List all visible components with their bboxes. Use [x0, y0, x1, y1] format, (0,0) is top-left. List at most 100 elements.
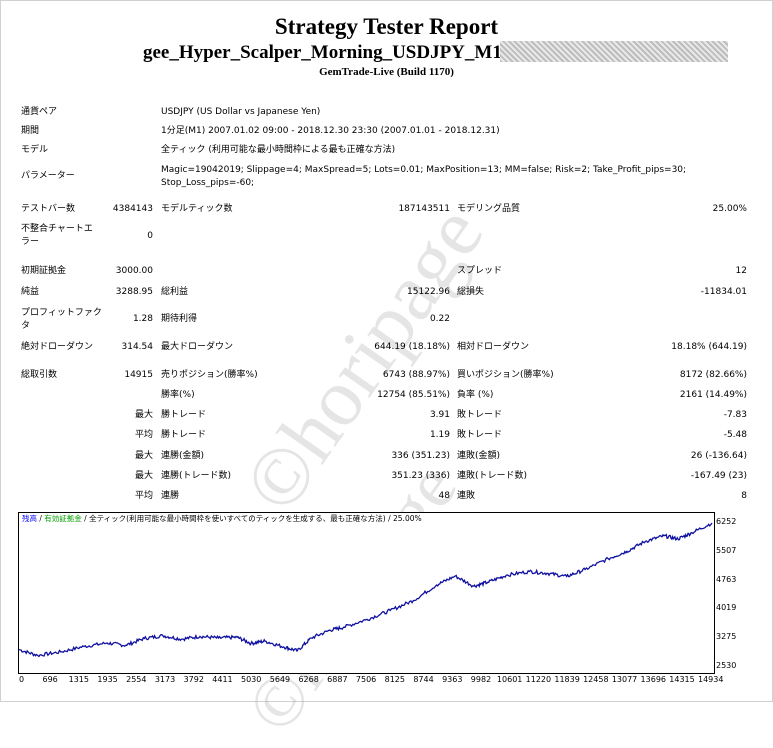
max-word: 最大: [134, 410, 153, 420]
long-positions-value: 8172 (82.66%): [679, 370, 747, 380]
profit-factor-label-2: タ: [21, 321, 31, 331]
chart-legend-info: / 全ティック(利用可能な最小時間枠を使いすべてのティックを生成する、最も正確な…: [81, 514, 422, 523]
max-drawdown-label: 最大ドローダウン: [161, 342, 234, 352]
x-tick-label: 8744: [413, 675, 434, 684]
gross-loss-label: 総損失: [457, 287, 485, 297]
x-tick-label: 2554: [126, 675, 147, 684]
x-tick-label: 1315: [68, 675, 89, 684]
x-tick-label: 12458: [583, 675, 609, 684]
mismatch-value: 0: [147, 231, 153, 241]
abs-drawdown-value: 314.54: [121, 342, 154, 352]
avg-win-value: 1.19: [429, 430, 450, 440]
ticks-label: モデルティック数: [161, 204, 233, 214]
gross-profit-label: 総利益: [161, 287, 189, 297]
x-tick-label: 6268: [298, 675, 319, 684]
total-trades-label: 総取引数: [21, 370, 58, 380]
x-tick-label: 5649: [269, 675, 291, 684]
x-tick-label: 1935: [97, 675, 118, 684]
quality-value: 25.00%: [712, 204, 747, 214]
x-tick-label: 3173: [154, 675, 176, 684]
spread-label: スプレッド: [457, 266, 503, 276]
cons-wins-money-label: 連勝(金額): [161, 451, 205, 461]
x-tick-label: 11220: [525, 675, 552, 684]
x-tick-label: 14315: [669, 675, 695, 684]
report-title: Strategy Tester Report: [274, 14, 499, 39]
x-tick-label: 7506: [355, 675, 377, 684]
cons-lossamt-label: 連敗(トレード数): [457, 471, 528, 481]
x-tick-label: 14934: [698, 675, 724, 684]
max-drawdown-value: 644.19 (18.18%): [374, 342, 450, 352]
deposit-value: 3000.00: [115, 266, 153, 276]
avg-word-2: 平均: [134, 491, 153, 501]
loss-rate-label: 負率 (%): [457, 390, 494, 400]
x-tick-label: 8125: [384, 675, 405, 684]
x-tick-label: 11839: [554, 675, 580, 684]
cons-loss-money-label: 連敗(金額): [457, 451, 501, 461]
avg-cons-wins-value: 48: [438, 491, 450, 501]
gross-loss-value: -11834.01: [700, 287, 747, 297]
loss-rate-value: 2161 (14.49%): [679, 390, 747, 400]
avg-word: 平均: [134, 430, 153, 440]
x-tick-label: 696: [42, 675, 58, 684]
x-tick-label: 5030: [241, 675, 262, 684]
largest-win-value: 3.91: [429, 410, 450, 420]
chart-legend-sep: /: [37, 514, 45, 523]
max-word-2: 最大: [134, 451, 153, 461]
ticks-value: 187143511: [398, 204, 450, 214]
symbol-label: 通貨ペア: [21, 107, 58, 117]
quality-label: モデリング品質: [457, 204, 521, 214]
balance-chart-svg: [19, 522, 713, 658]
chart-legend-balance: 残高: [22, 514, 37, 523]
x-tick-label: 10601: [496, 675, 523, 684]
total-trades-value: 14915: [124, 370, 153, 380]
model-value: 全ティック (利用可能な最小時間枠による最も正確な方法): [161, 145, 396, 155]
largest-loss-value: -7.83: [723, 410, 747, 420]
ea-name: gee_Hyper_Scalper_Morning_USDJPY_M1: [143, 42, 502, 63]
x-tick-label: 13696: [640, 675, 666, 684]
net-profit-label: 純益: [21, 287, 40, 297]
balance-line: [19, 522, 713, 658]
x-tick-label: 4411: [212, 675, 233, 684]
net-profit-value: 3288.95: [115, 287, 153, 297]
largest-win-label: 勝トレード: [161, 410, 207, 420]
cons-profit-value: 351.23 (336): [391, 471, 450, 481]
symbol-value: USDJPY (US Dollar vs Japanese Yen): [161, 107, 321, 117]
avg-cons-loss-label: 連敗: [457, 491, 476, 501]
y-tick-label: 6252: [716, 517, 737, 526]
cons-profit-label: 連勝(トレード数): [161, 471, 232, 481]
y-tick-label: 4763: [716, 574, 737, 584]
y-tick-label: 2530: [716, 661, 737, 670]
x-tick-label: 6887: [327, 675, 348, 684]
model-label: モデル: [21, 145, 49, 155]
redacted-area: [500, 41, 728, 62]
cons-wins-money-value: 336 (351.23): [391, 451, 450, 461]
short-positions-value: 6743 (88.97%): [382, 370, 450, 380]
rel-drawdown-value: 18.18% (644.19): [671, 342, 747, 352]
avg-cons-loss-value: 8: [741, 491, 747, 501]
cons-loss-money-value: 26 (-136.64): [690, 451, 747, 461]
profit-factor-value: 1.28: [132, 314, 153, 324]
avg-loss-value: -5.48: [723, 430, 747, 440]
mismatch-label: 不整合チャートエ: [21, 224, 93, 234]
gross-profit-value: 15122.96: [407, 287, 450, 297]
cons-lossamt-value: -167.49 (23): [690, 471, 747, 481]
params-label: パラメーター: [21, 171, 75, 181]
expected-payoff-value: 0.22: [429, 314, 450, 324]
x-tick-label: 0: [19, 675, 25, 684]
win-rate-value: 12754 (85.51%): [377, 390, 450, 400]
bars-label: テストバー数: [21, 204, 76, 214]
period-label: 期間: [21, 126, 40, 136]
spread-value: 12: [735, 266, 747, 276]
avg-cons-wins-label: 連勝: [161, 491, 180, 501]
rel-drawdown-label: 相対ドローダウン: [457, 342, 530, 352]
avg-win-label: 勝トレード: [161, 430, 207, 440]
y-tick-label: 5507: [716, 545, 737, 555]
short-positions-label: 売りポジション(勝率%): [161, 370, 258, 380]
chart-header: 残高 / 有効証拠金 / 全ティック(利用可能な最小時間枠を使いすべてのティック…: [22, 513, 422, 524]
y-tick-label: 3275: [716, 632, 737, 642]
deposit-label: 初期証拠金: [21, 266, 67, 276]
win-rate-label: 勝率(%): [161, 390, 195, 400]
x-tick-label: 13077: [611, 675, 638, 684]
balance-chart: [18, 512, 715, 674]
chart-legend-margin: 有効証拠金: [44, 514, 82, 523]
